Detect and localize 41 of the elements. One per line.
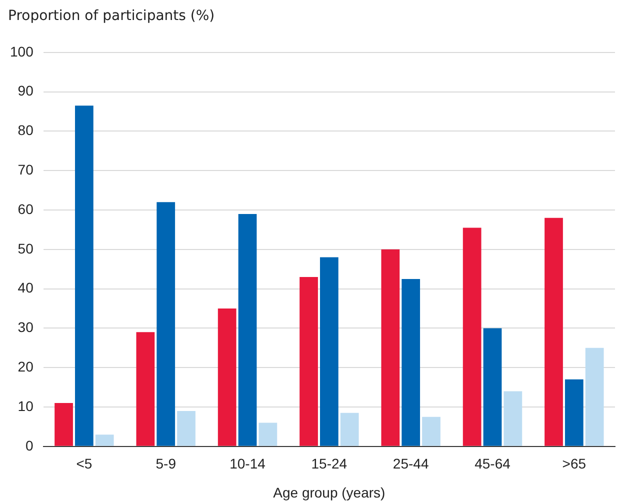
x-axis-title: Age group (years) — [273, 484, 386, 500]
x-tick-label: 45-64 — [474, 456, 511, 472]
x-tick-label: 25-44 — [392, 456, 429, 472]
bar — [320, 257, 338, 446]
x-tick-label: 10-14 — [230, 456, 266, 472]
y-tick-label: 70 — [18, 161, 34, 178]
y-tick-label: 90 — [18, 82, 34, 99]
bar — [422, 416, 440, 446]
bar — [340, 412, 359, 446]
x-tick-label: 5-9 — [156, 456, 176, 472]
bar — [504, 391, 522, 446]
y-tick-label: 20 — [18, 358, 34, 374]
x-tick-label: 15-24 — [311, 456, 348, 472]
y-axis-title: Proportion of participants (%) — [8, 8, 215, 24]
y-tick-label: 30 — [18, 319, 34, 336]
bar — [544, 218, 563, 446]
bar — [381, 249, 400, 446]
y-tick-label: 80 — [18, 122, 34, 138]
y-tick-label: 100 — [10, 43, 34, 60]
y-tick-label: 10 — [18, 398, 34, 414]
y-tick-label: 50 — [18, 240, 34, 256]
y-tick-label: 60 — [18, 200, 34, 217]
bar — [300, 276, 318, 446]
y-tick-label: 0 — [26, 437, 34, 454]
bar — [54, 403, 73, 446]
bar — [585, 348, 604, 446]
bar — [75, 106, 94, 446]
y-tick-label: 40 — [18, 280, 34, 296]
bar — [462, 228, 482, 446]
bar — [177, 410, 196, 446]
bar — [136, 332, 155, 446]
x-tick-label: >65 — [562, 456, 586, 472]
bar — [218, 308, 236, 446]
bar — [483, 328, 502, 446]
bar — [95, 434, 114, 446]
bar — [238, 214, 257, 446]
bar — [258, 422, 278, 446]
bar — [156, 202, 176, 446]
bar — [564, 379, 584, 446]
x-tick-label: <5 — [76, 456, 92, 472]
bar — [402, 278, 420, 446]
